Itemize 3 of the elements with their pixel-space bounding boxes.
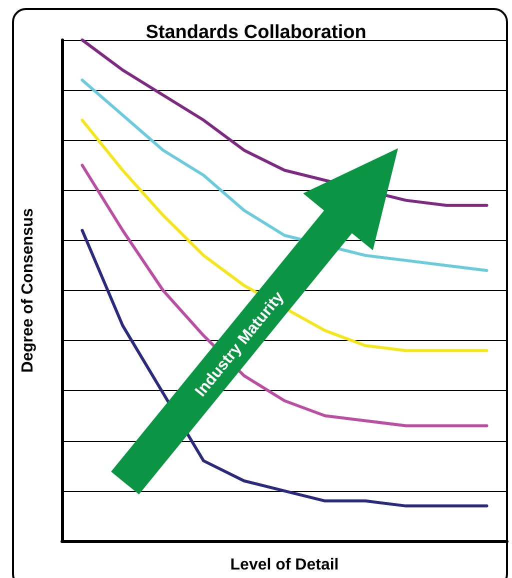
x-axis-title: Level of Detail xyxy=(230,556,339,574)
y-axis-title: Degree of Consensus xyxy=(20,208,36,373)
chart-title: Standards Collaboration xyxy=(146,22,366,43)
